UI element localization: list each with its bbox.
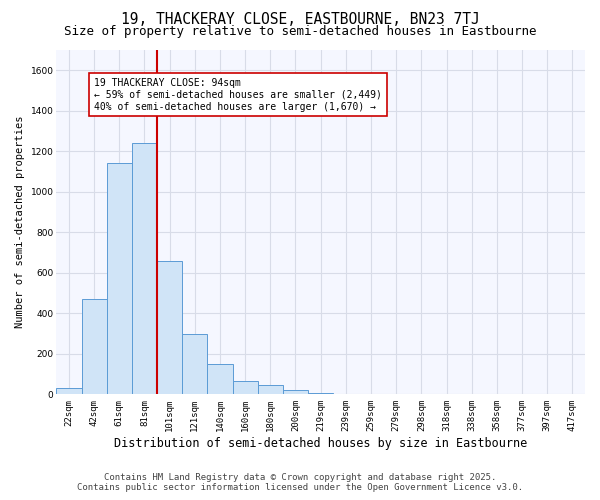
Bar [233,381,258,394]
Bar [82,299,107,394]
Bar [107,164,132,394]
Bar [56,388,82,394]
Text: Size of property relative to semi-detached houses in Eastbourne: Size of property relative to semi-detach… [64,25,536,38]
Bar [258,385,283,394]
Bar [132,143,157,395]
Text: 19 THACKERAY CLOSE: 94sqm
← 59% of semi-detached houses are smaller (2,449)
40% : 19 THACKERAY CLOSE: 94sqm ← 59% of semi-… [94,78,382,112]
Bar [157,260,182,394]
Bar [182,334,208,394]
Bar [208,364,233,394]
Text: Contains HM Land Registry data © Crown copyright and database right 2025.
Contai: Contains HM Land Registry data © Crown c… [77,473,523,492]
X-axis label: Distribution of semi-detached houses by size in Eastbourne: Distribution of semi-detached houses by … [114,437,527,450]
Y-axis label: Number of semi-detached properties: Number of semi-detached properties [15,116,25,328]
Bar [283,390,308,394]
Text: 19, THACKERAY CLOSE, EASTBOURNE, BN23 7TJ: 19, THACKERAY CLOSE, EASTBOURNE, BN23 7T… [121,12,479,28]
